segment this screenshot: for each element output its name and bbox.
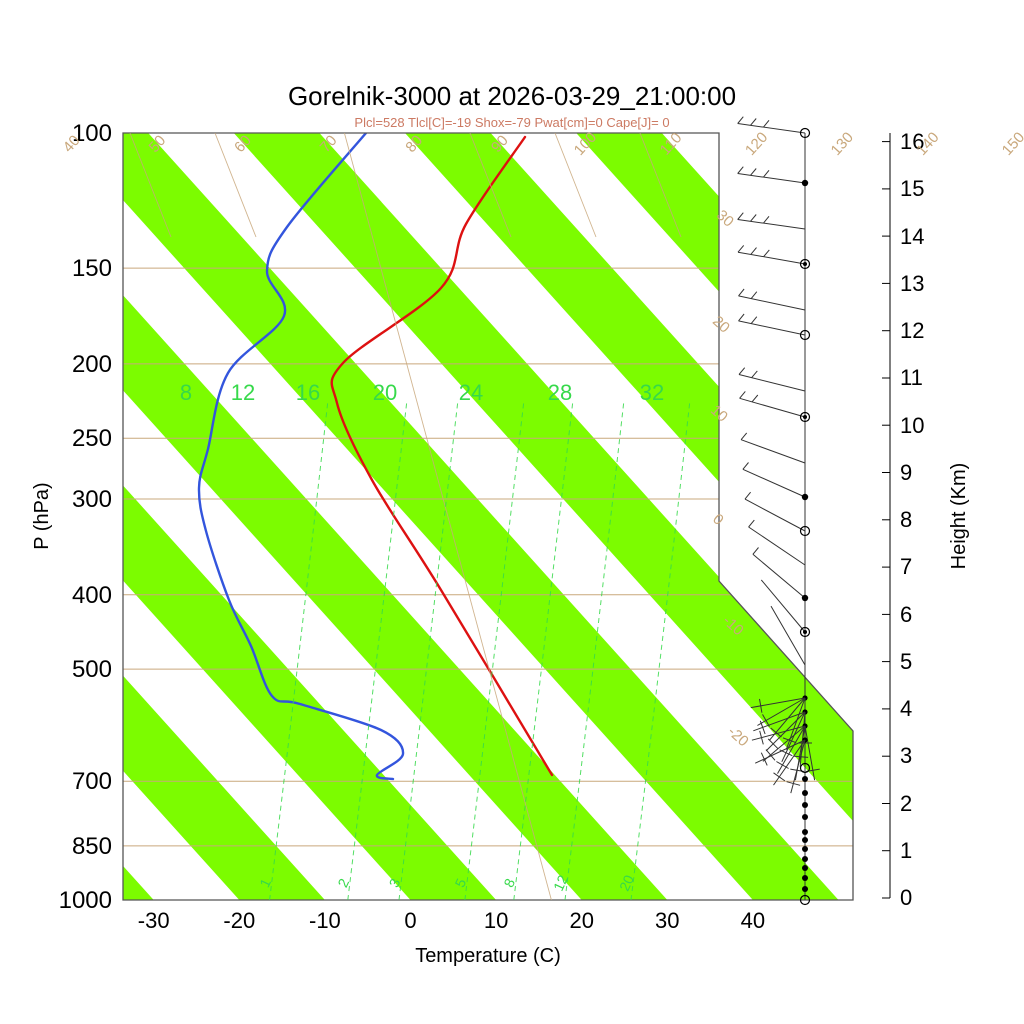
svg-text:Gorelnik-3000 at 2026-03-29_21: Gorelnik-3000 at 2026-03-29_21:00:00 (288, 81, 736, 111)
svg-text:10: 10 (484, 908, 508, 933)
svg-text:200: 200 (72, 351, 112, 378)
svg-text:Temperature (C): Temperature (C) (415, 945, 561, 967)
svg-text:12: 12 (900, 318, 924, 343)
svg-text:20: 20 (709, 313, 733, 337)
svg-text:20: 20 (569, 908, 593, 933)
svg-text:20: 20 (373, 380, 397, 405)
svg-text:300: 300 (72, 486, 112, 513)
svg-text:1000: 1000 (59, 887, 112, 914)
svg-text:P (hPa): P (hPa) (31, 482, 53, 549)
svg-text:30: 30 (655, 908, 679, 933)
svg-text:3: 3 (900, 743, 912, 768)
svg-text:0: 0 (404, 908, 416, 933)
svg-text:12: 12 (231, 380, 255, 405)
svg-text:150: 150 (999, 129, 1024, 159)
svg-text:24: 24 (459, 380, 483, 405)
svg-text:2: 2 (900, 791, 912, 816)
svg-text:150: 150 (72, 255, 112, 282)
svg-text:250: 250 (72, 425, 112, 452)
svg-text:8: 8 (180, 380, 192, 405)
svg-text:13: 13 (900, 271, 924, 296)
svg-text:-20: -20 (724, 723, 751, 750)
svg-text:-10: -10 (309, 908, 341, 933)
svg-text:-20: -20 (223, 908, 255, 933)
svg-text:11: 11 (900, 365, 923, 390)
svg-text:0: 0 (709, 511, 727, 529)
svg-text:28: 28 (548, 380, 572, 405)
svg-text:-30: -30 (138, 908, 170, 933)
svg-text:Height (Km): Height (Km) (948, 463, 970, 570)
svg-text:7: 7 (900, 554, 912, 579)
svg-text:6: 6 (900, 602, 912, 627)
svg-text:Plcl=528 Tlcl[C]=-19 Shox=-79: Plcl=528 Tlcl[C]=-19 Shox=-79 Pwat[cm]=0… (354, 115, 669, 130)
svg-text:400: 400 (72, 582, 112, 609)
svg-text:0: 0 (900, 885, 912, 910)
svg-text:130: 130 (828, 129, 857, 159)
svg-text:2: 2 (334, 876, 352, 890)
svg-text:15: 15 (900, 176, 924, 201)
svg-text:40: 40 (741, 908, 765, 933)
svg-text:14: 14 (900, 224, 924, 249)
svg-text:1: 1 (900, 838, 912, 863)
svg-text:850: 850 (72, 833, 112, 860)
svg-text:700: 700 (72, 768, 112, 795)
svg-text:10: 10 (900, 413, 924, 438)
svg-text:4: 4 (900, 696, 912, 721)
svg-text:16: 16 (296, 380, 320, 405)
svg-text:8: 8 (900, 507, 912, 532)
svg-text:5: 5 (900, 649, 912, 674)
svg-text:8: 8 (500, 876, 518, 890)
svg-text:500: 500 (72, 656, 112, 683)
svg-text:9: 9 (900, 460, 912, 485)
svg-text:120: 120 (742, 129, 771, 159)
svg-text:32: 32 (640, 380, 664, 405)
